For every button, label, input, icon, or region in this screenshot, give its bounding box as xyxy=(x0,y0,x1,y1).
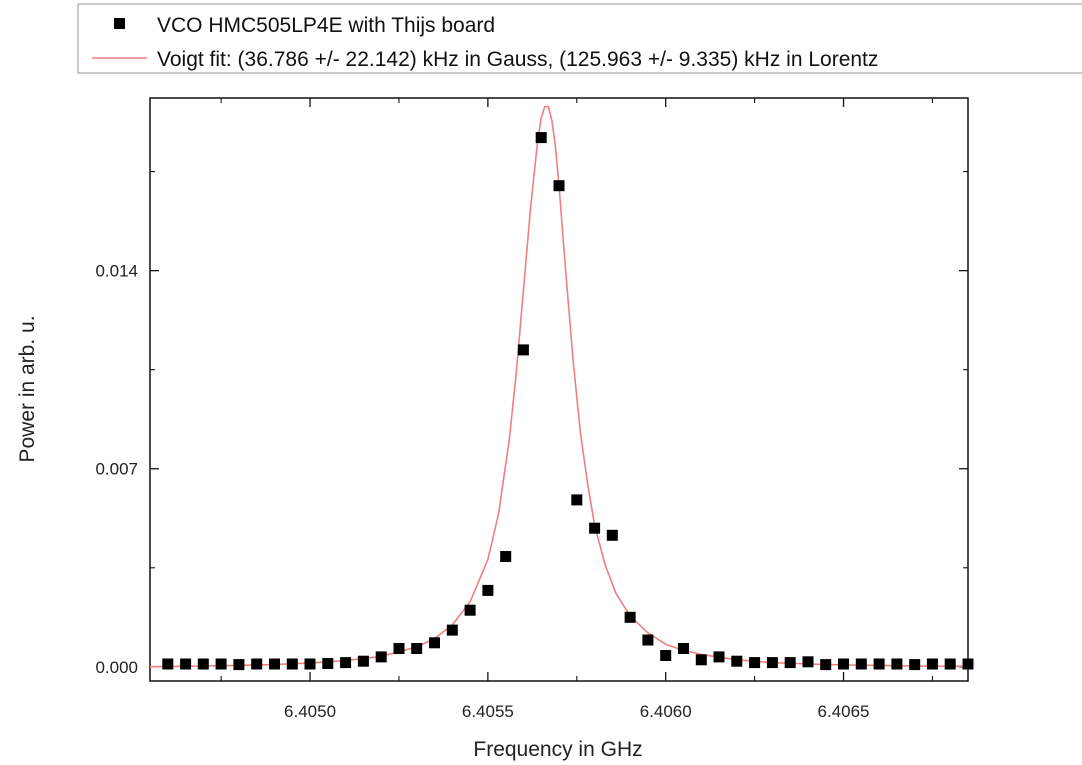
data-point xyxy=(678,643,689,654)
data-point xyxy=(695,654,707,666)
data-point xyxy=(642,634,654,646)
data-point xyxy=(589,522,601,534)
data-point xyxy=(784,657,796,669)
data-point xyxy=(180,658,192,670)
data-point xyxy=(962,658,974,670)
data-point xyxy=(944,658,956,670)
data-point xyxy=(820,659,832,671)
data-point xyxy=(411,643,423,654)
data-point xyxy=(162,658,174,670)
data-point xyxy=(357,655,369,667)
data-point xyxy=(304,658,316,670)
data-point xyxy=(535,132,547,144)
x-tick-label: 6.4050 xyxy=(284,702,336,721)
data-point xyxy=(286,658,298,670)
data-point xyxy=(660,650,672,661)
data-point xyxy=(802,656,814,668)
data-point xyxy=(393,643,405,654)
legend-marker-measurement xyxy=(114,18,125,29)
plot-frame xyxy=(149,97,969,682)
legend-box xyxy=(77,3,1082,74)
data-point xyxy=(855,658,867,670)
data-point xyxy=(766,657,778,669)
legend-label-measurement: VCO HMC505LP4E with Thijs board xyxy=(157,14,495,37)
data-point xyxy=(606,529,618,541)
data-point xyxy=(429,637,440,649)
data-point xyxy=(891,658,903,670)
data-point xyxy=(571,494,583,506)
tick-labels: 6.4050 6.4055 6.4060 6.4065 0.000 0.007 0.014 xyxy=(95,262,869,721)
data-point xyxy=(233,659,245,671)
x-tick-label: 6.4060 xyxy=(640,702,692,721)
data-point xyxy=(713,651,725,663)
data-point xyxy=(624,611,636,623)
y-tick-label: 0.014 xyxy=(95,262,138,281)
data-points xyxy=(162,132,974,671)
data-point xyxy=(269,658,280,670)
data-point xyxy=(838,658,849,670)
data-point xyxy=(909,659,921,671)
data-point xyxy=(340,657,352,669)
legend: VCO HMC505LP4E with Thijs board Voigt fi… xyxy=(77,3,1082,74)
data-point xyxy=(926,658,938,670)
legend-label-fit: Voigt fit: (36.786 +/- 22.142) kHz in Ga… xyxy=(157,48,878,71)
y-tick-label: 0.007 xyxy=(95,460,138,479)
data-point xyxy=(500,551,512,562)
data-point xyxy=(731,655,743,667)
y-tick-label: 0.000 xyxy=(95,658,138,677)
x-tick-label: 6.4055 xyxy=(462,702,514,721)
x-tick-label: 6.4065 xyxy=(818,702,870,721)
data-point xyxy=(215,658,227,670)
data-point xyxy=(482,584,494,596)
data-point xyxy=(197,658,209,670)
y-axis-label: Power in arb. u. xyxy=(16,315,39,462)
data-point xyxy=(464,604,476,616)
data-point xyxy=(749,657,761,669)
data-point xyxy=(446,624,458,636)
data-point xyxy=(873,658,885,670)
x-axis-label: Frequency in GHz xyxy=(473,738,642,761)
data-point xyxy=(322,658,334,669)
data-point xyxy=(553,180,565,192)
data-point xyxy=(517,344,529,356)
data-point xyxy=(251,658,263,670)
data-point xyxy=(375,651,387,663)
